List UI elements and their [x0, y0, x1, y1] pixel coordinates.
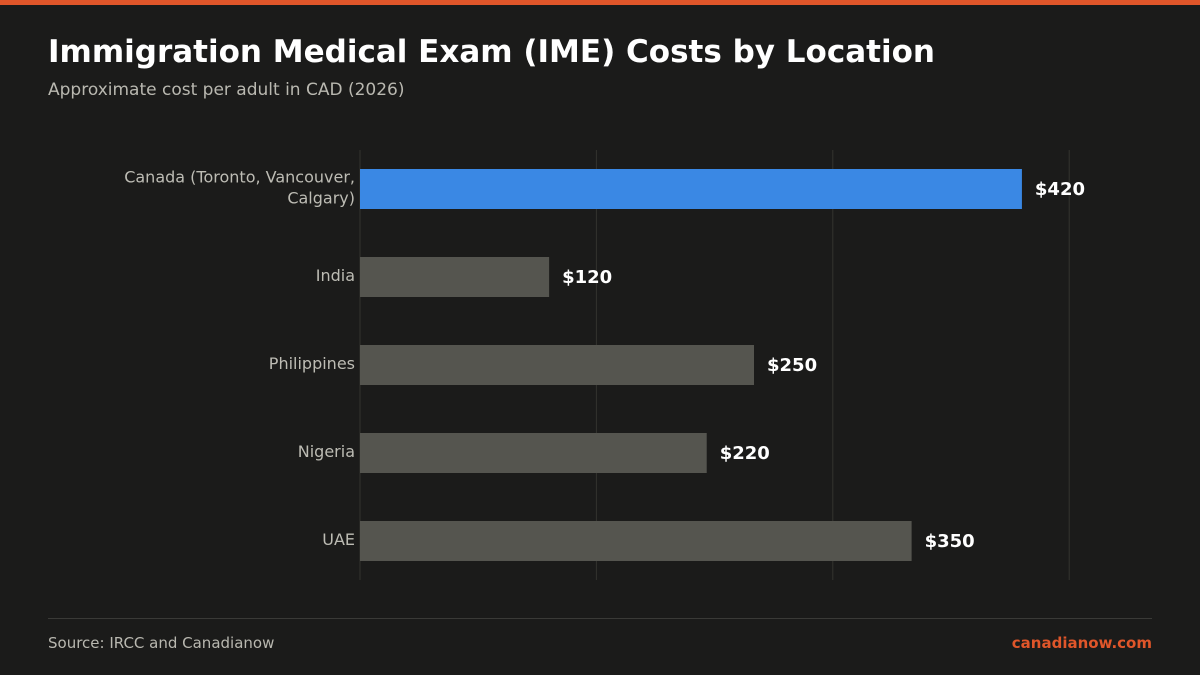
bar — [360, 169, 1022, 209]
value-label: $420 — [1035, 179, 1085, 200]
brand-link[interactable]: canadianow.com — [1011, 634, 1152, 652]
category-label: India — [316, 266, 355, 285]
category-label: UAE — [322, 530, 355, 549]
bar — [360, 257, 550, 297]
bar — [360, 345, 754, 385]
category-label: Calgary) — [287, 189, 355, 208]
top-accent-bar — [0, 0, 1200, 5]
chart-title: Immigration Medical Exam (IME) Costs by … — [48, 34, 935, 70]
value-label: $120 — [562, 267, 612, 288]
value-label: $220 — [720, 443, 770, 464]
value-label: $350 — [925, 531, 975, 552]
footer-divider — [48, 618, 1152, 619]
bar-chart: $420 Canada (Toronto, Vancouver, Calgary) $… — [124, 150, 1085, 580]
source-note: Source: IRCC and Canadianow — [48, 634, 275, 652]
category-label: Canada (Toronto, Vancouver, — [124, 168, 355, 187]
bar — [360, 521, 912, 561]
category-label: Nigeria — [298, 442, 355, 461]
value-label: $250 — [767, 355, 817, 376]
bar — [360, 433, 707, 473]
chart-subtitle: Approximate cost per adult in CAD (2026) — [48, 80, 405, 100]
category-label: Philippines — [269, 354, 355, 373]
